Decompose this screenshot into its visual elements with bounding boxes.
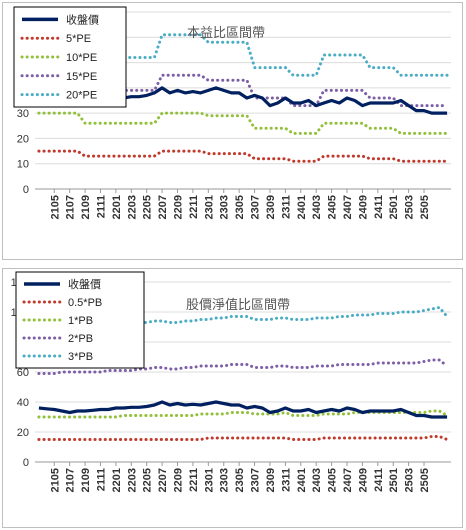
pb-series-line	[37, 358, 449, 375]
pe-y-tick-label: 30	[17, 108, 29, 120]
pb-x-tick-label: 2403	[311, 468, 323, 492]
pe-legend-label: 5*PE	[66, 33, 91, 45]
pe-x-tick-label: 2505	[419, 195, 431, 219]
pe-series-line	[37, 33, 449, 77]
pb-legend-label: 收盤價	[68, 277, 101, 291]
pe-y-tick-label: 0	[23, 184, 29, 196]
pe-x-tick-label: 2107	[65, 195, 77, 219]
pb-x-tick-label: 2505	[419, 468, 431, 492]
pb-x-tick-label: 2411	[373, 468, 385, 492]
pe-x-tick-label: 2203	[126, 195, 138, 219]
pe-series-line	[37, 111, 449, 135]
pb-legend-label: 3*PB	[68, 351, 93, 363]
pb-legend-box	[15, 271, 145, 369]
pb-x-tick-label: 2401	[296, 468, 308, 492]
pe-x-tick-label: 2205	[142, 195, 154, 219]
pe-legend-label: 收盤價	[66, 12, 99, 26]
pe-legend-label: 15*PE	[66, 71, 97, 83]
pb-x-tick-label: 2207	[157, 468, 169, 492]
pe-band-chart: 010203040506070 210521072109211122012203…	[13, 6, 451, 219]
pe-x-tick-label: 2211	[188, 195, 200, 219]
pe-chart-title: 本益比區間帶	[187, 25, 265, 40]
pe-y-tick-label: 10	[17, 159, 29, 171]
pb-legend-label: 0.5*PB	[68, 297, 102, 309]
pb-x-tick-label: 2409	[357, 468, 369, 492]
pb-y-tick-label: 20	[17, 427, 29, 439]
pe-x-tick-label: 2403	[311, 195, 323, 219]
pb-x-tick-label: 2203	[126, 468, 138, 492]
pb-band-chart: 020406080100120 210521072109211122012203…	[11, 271, 451, 492]
pe-band-chart-panel: 010203040506070 210521072109211122012203…	[2, 2, 463, 260]
pb-x-tick-label: 2205	[142, 468, 154, 492]
pe-x-tick-label: 2411	[373, 195, 385, 219]
pb-y-tick-label: 0	[23, 457, 29, 469]
pe-y-tick-label: 20	[17, 133, 29, 145]
pb-x-tick-label: 2501	[388, 468, 400, 492]
pe-x-tick-label: 2105	[49, 195, 61, 219]
pb-series-line	[37, 435, 449, 441]
pb-series-lines	[37, 305, 449, 441]
pb-x-tick-label: 2405	[327, 468, 339, 492]
pb-x-tick-label: 2311	[280, 468, 292, 492]
pe-x-tick-label: 2309	[265, 195, 277, 219]
pb-x-tick-label: 2503	[404, 468, 416, 492]
pb-series-line	[38, 400, 448, 419]
pe-legend: 收盤價 5*PE 10*PE 15*PE 20*PE	[13, 6, 127, 108]
pe-x-axis: 2105 2107 2109 2111 2201 2203 2205 2207 2209 2211…	[49, 189, 431, 219]
pb-x-tick-label: 2305	[234, 468, 246, 492]
pb-x-tick-label: 2201	[111, 468, 123, 492]
pb-y-tick-label: 40	[17, 397, 29, 409]
pb-y-tick-label: 60	[17, 367, 29, 379]
pb-x-tick-label: 2111	[95, 468, 107, 491]
pe-x-tick-label: 2209	[173, 195, 185, 219]
pb-x-tick-label: 2107	[65, 468, 77, 492]
pe-x-tick-label: 2409	[357, 195, 369, 219]
pb-x-tick-label: 2109	[80, 468, 92, 492]
pe-x-tick-label: 2111	[95, 195, 107, 218]
pe-x-tick-label: 2311	[280, 195, 292, 219]
pb-x-tick-label: 2303	[219, 468, 231, 492]
pe-x-tick-label: 2307	[250, 195, 262, 219]
pe-x-tick-label: 2109	[80, 195, 92, 219]
pb-x-axis: 2105 2107 2109 2111 2201 2203 2205 2207 2209 2211…	[49, 462, 431, 492]
pe-x-tick-label: 2407	[342, 195, 354, 219]
pb-x-tick-label: 2209	[173, 468, 185, 492]
pe-legend-label: 10*PE	[66, 52, 97, 64]
pe-x-tick-label: 2305	[234, 195, 246, 219]
pb-series-line	[37, 305, 449, 330]
pe-x-tick-label: 2405	[327, 195, 339, 219]
pb-chart-title: 股價淨值比區間帶	[186, 297, 290, 312]
pe-x-tick-label: 2207	[157, 195, 169, 219]
pe-x-tick-label: 2501	[388, 195, 400, 219]
pe-x-tick-label: 2303	[219, 195, 231, 219]
pb-x-tick-label: 2105	[49, 468, 61, 492]
pb-x-tick-label: 2407	[342, 468, 354, 492]
pb-x-tick-label: 2211	[188, 468, 200, 492]
pb-x-tick-label: 2309	[265, 468, 277, 492]
pe-series-line	[37, 149, 449, 163]
pe-x-tick-label: 2401	[296, 195, 308, 219]
pb-band-chart-panel: 020406080100120 210521072109211122012203…	[2, 268, 463, 528]
pb-x-tick-label: 2307	[250, 468, 262, 492]
pb-x-tick-label: 2301	[203, 468, 215, 492]
pb-legend-label: 2*PB	[68, 333, 93, 345]
pe-x-tick-label: 2503	[404, 195, 416, 219]
pb-legend-label: 1*PB	[68, 315, 93, 327]
pe-x-tick-label: 2201	[111, 195, 123, 219]
pe-x-tick-label: 2301	[203, 195, 215, 219]
pe-legend-label: 20*PE	[66, 90, 97, 102]
pb-legend: 收盤價 0.5*PB 1*PB 2*PB 3*PB	[15, 271, 145, 369]
